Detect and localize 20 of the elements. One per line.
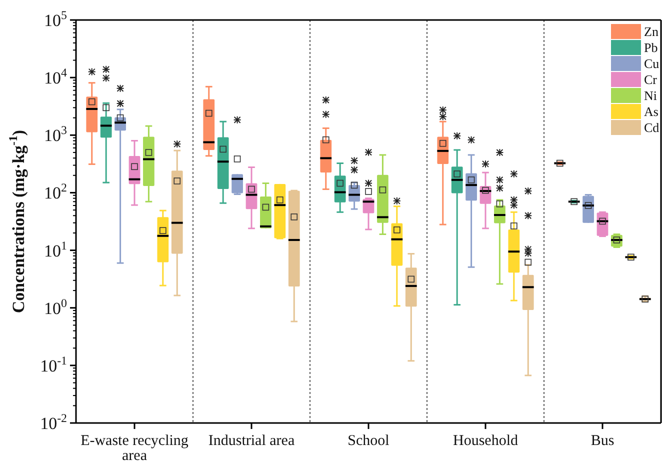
y-tick-label: 10$^{3}$ xyxy=(44,123,68,146)
x-tick-label: Bus xyxy=(590,433,614,449)
legend-label: Ni xyxy=(644,88,658,103)
x-tick-label: Household xyxy=(453,433,518,449)
y-tick-label: 10$^{-2}$ xyxy=(40,411,68,433)
legend-label: Cd xyxy=(644,120,660,135)
y-tick-label: 10$^{1}$ xyxy=(44,238,68,260)
y-tick-label: 10$^{2}$ xyxy=(44,180,68,203)
y-tick-label: 10$^{0}$ xyxy=(44,296,68,318)
x-tick-label: E-waste recycling area xyxy=(80,433,189,464)
legend-label: Cr xyxy=(644,72,658,87)
x-tick-label: Industrial area xyxy=(208,433,295,449)
legend-label: As xyxy=(644,104,658,119)
legend-label: Zn xyxy=(644,24,659,39)
y-tick-label: 10$^{-1}$ xyxy=(40,353,68,376)
y-tick-label: 10$^{5}$ xyxy=(44,8,68,30)
legend-label: Pb xyxy=(644,40,658,55)
x-tick-label: School xyxy=(348,433,390,449)
legend-label: Cu xyxy=(644,56,660,71)
y-tick-label: 10$^{4}$ xyxy=(44,66,68,88)
